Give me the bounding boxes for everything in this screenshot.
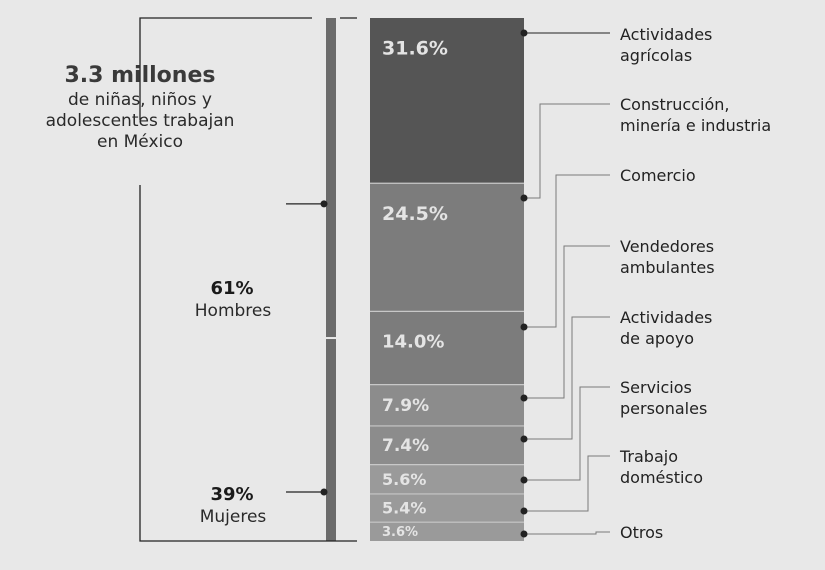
bar-segment <box>370 522 524 541</box>
category-label-line: Otros <box>620 523 663 542</box>
category-label-line: Actividades <box>620 25 712 44</box>
category-leader-dot <box>520 530 528 538</box>
data-label: 5.4% <box>382 499 426 518</box>
category-leader-line <box>524 386 610 481</box>
women-percent: 39% <box>210 484 254 505</box>
data-label: 14.0% <box>382 332 444 353</box>
category-leader-line <box>524 316 610 440</box>
bar-segment <box>370 493 524 523</box>
category-leader-line <box>524 245 610 399</box>
category-label-line: Vendedores <box>620 237 714 256</box>
category-leader-dot <box>520 29 528 37</box>
category-label-line: doméstico <box>620 468 703 487</box>
category-label-line: Actividades <box>620 308 712 327</box>
subtitle-line-2: adolescentes trabajan <box>45 110 235 131</box>
subtitle-line-1: de niñas, niños y <box>67 89 212 110</box>
category-label-line: Comercio <box>620 166 696 185</box>
bar-segment <box>370 464 524 494</box>
category-label: Comercio <box>620 166 696 185</box>
category-leader-dot <box>520 323 528 331</box>
bracket-bottom <box>139 185 357 542</box>
women-label: Mujeres <box>199 506 267 527</box>
men-label: Hombres <box>194 300 272 321</box>
gender-women: 39% Mujeres <box>178 484 288 528</box>
category-label-line: personales <box>620 399 707 418</box>
bar-segment <box>370 18 524 184</box>
category-label: Construcción, minería e industria <box>620 95 771 135</box>
category-label-line: Servicios <box>620 378 692 397</box>
subtitle-line-3: en México <box>97 132 183 152</box>
data-label: 3.6% <box>382 525 418 540</box>
title-block: 3.3 millones de niñas, niños y adolescen… <box>20 62 260 153</box>
gender-bar-men <box>326 18 336 338</box>
category-label: Actividades de apoyo <box>620 308 712 348</box>
category-label-line: ambulantes <box>620 258 715 277</box>
gender-men: 61% Hombres <box>178 278 288 322</box>
category-leader-line <box>524 455 610 512</box>
data-label: 24.5% <box>382 203 448 225</box>
bar-segment <box>370 183 524 312</box>
category-leader-line <box>524 174 610 328</box>
headline: 3.3 millones <box>64 63 216 88</box>
men-leader-dot <box>320 200 328 208</box>
women-leader-dot <box>320 488 328 496</box>
category-leader-dot <box>520 507 528 515</box>
category-label: Trabajo doméstico <box>619 447 703 487</box>
category-label-line: Trabajo <box>619 447 678 466</box>
category-label-line: Construcción, <box>620 95 729 114</box>
category-leader-dot <box>520 476 528 484</box>
data-label: 7.9% <box>382 396 429 416</box>
category-leader-line <box>524 103 610 199</box>
data-label: 5.6% <box>382 470 426 489</box>
men-percent: 61% <box>210 278 254 299</box>
bar-segment <box>370 384 524 426</box>
bar-segment <box>370 311 524 385</box>
bracket-top <box>139 17 312 120</box>
gender-bar-women <box>326 339 336 541</box>
category-leader-dot <box>520 194 528 202</box>
category-leader-dot <box>520 435 528 443</box>
category-label: Otros <box>620 523 663 542</box>
category-label-line: agrícolas <box>620 46 692 65</box>
data-label: 7.4% <box>382 436 429 456</box>
category-label-line: minería e industria <box>620 116 771 135</box>
category-leader-line <box>524 531 610 535</box>
data-label: 31.6% <box>382 38 448 60</box>
bar-segment <box>370 425 524 465</box>
category-label-line: de apoyo <box>620 329 694 348</box>
category-leader-dot <box>520 394 528 402</box>
category-label: Vendedores ambulantes <box>620 237 715 277</box>
category-label: Servicios personales <box>620 378 707 418</box>
category-label: Actividades agrícolas <box>620 25 712 65</box>
